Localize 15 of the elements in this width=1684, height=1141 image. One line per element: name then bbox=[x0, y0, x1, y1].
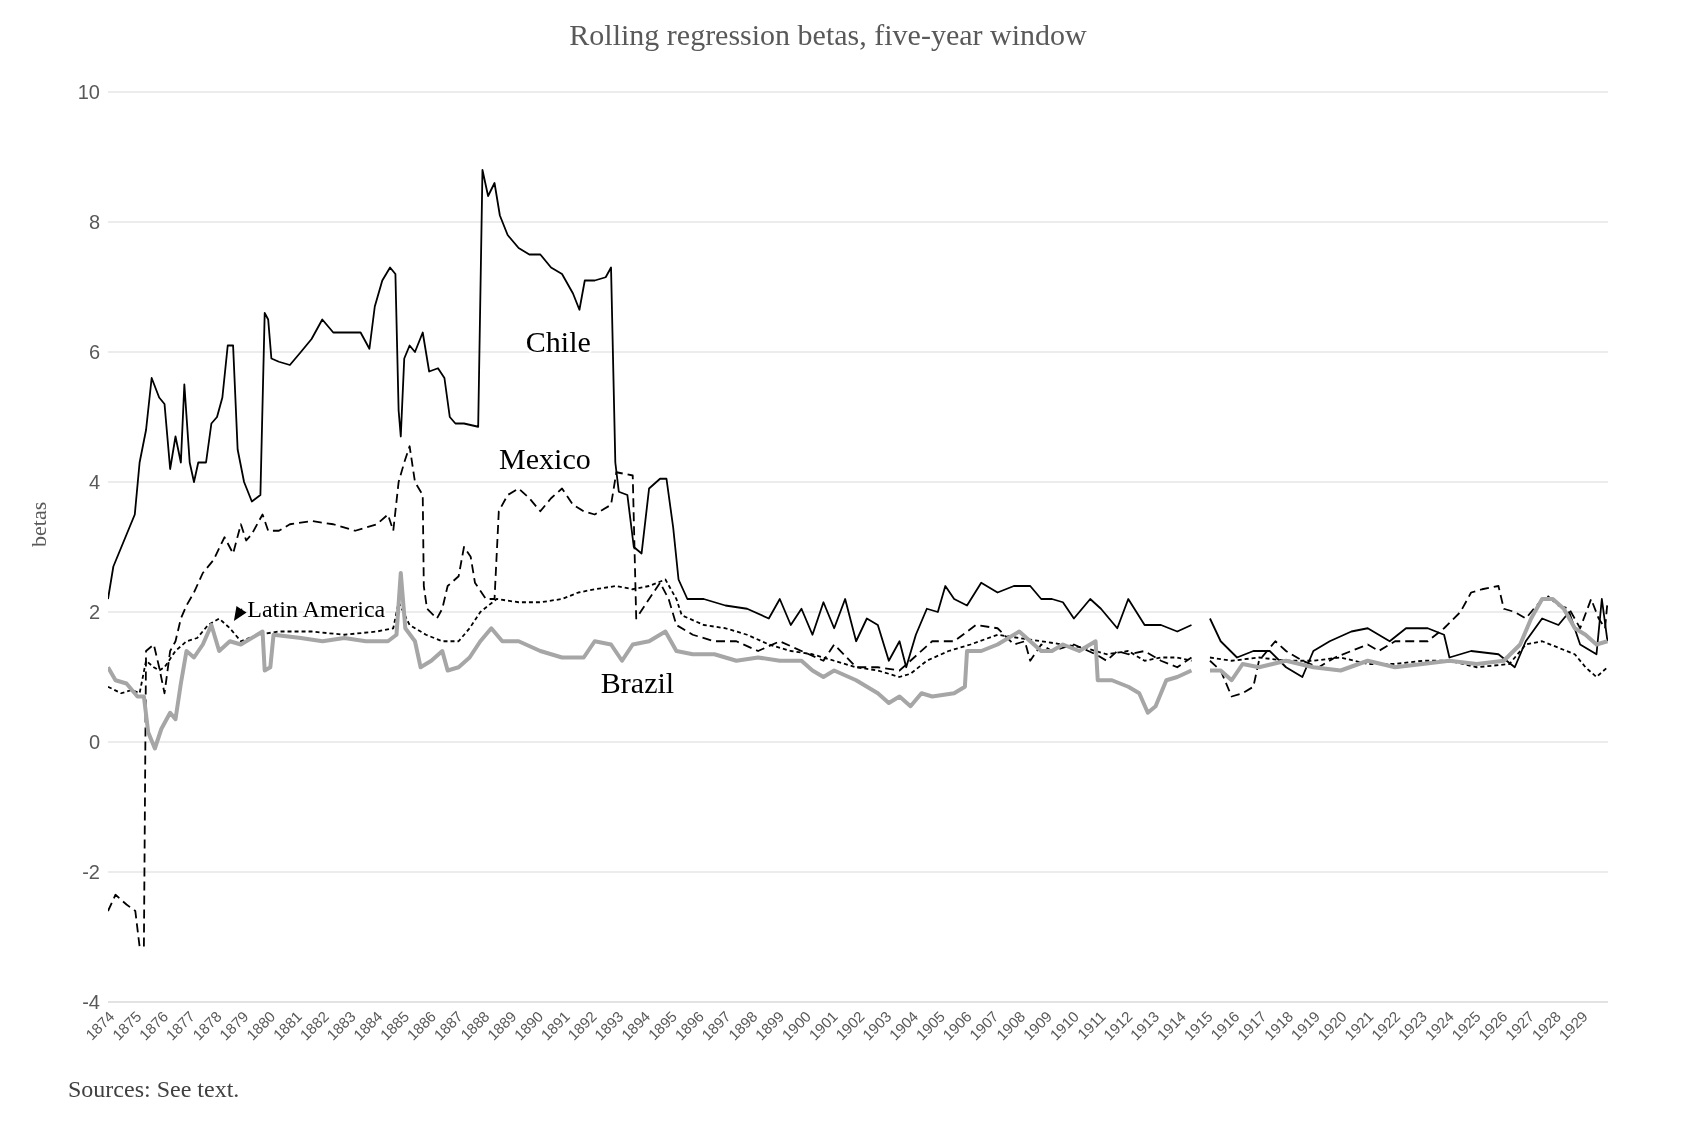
series-label: Brazil bbox=[600, 666, 675, 700]
series-label: Chile bbox=[525, 325, 591, 358]
y-tick-label: -4 bbox=[82, 991, 100, 1014]
chart-title: Rolling regression betas, five-year window bbox=[568, 18, 1088, 52]
y-tick-label: -2 bbox=[82, 861, 100, 884]
y-axis-title: betas bbox=[25, 501, 51, 547]
y-tick-label: 8 bbox=[88, 211, 100, 234]
y-tick-label: 6 bbox=[88, 341, 100, 364]
y-tick-label: 0 bbox=[88, 731, 100, 754]
y-tick-label: 2 bbox=[88, 601, 100, 624]
source-note: Sources: See text. bbox=[68, 1076, 241, 1103]
y-tick-label: 10 bbox=[77, 81, 100, 104]
y-tick-label: 4 bbox=[88, 471, 100, 494]
legend-label: Latin America bbox=[247, 595, 386, 622]
series-label: Mexico bbox=[499, 442, 591, 475]
